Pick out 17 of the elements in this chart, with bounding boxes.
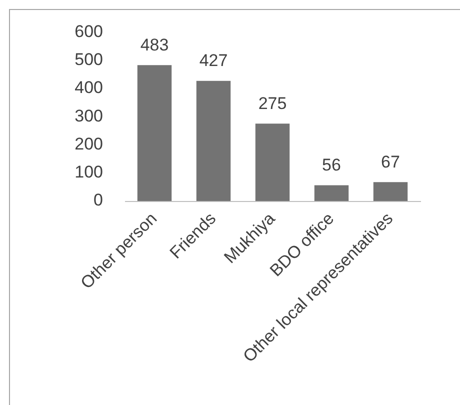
y-tick-label: 100 xyxy=(74,162,103,182)
bar xyxy=(255,124,290,201)
data-label: 483 xyxy=(140,35,169,54)
data-label: 56 xyxy=(322,155,341,174)
bar xyxy=(137,65,172,201)
y-tick-label: 600 xyxy=(74,22,103,41)
data-label: 275 xyxy=(258,94,287,113)
data-label: 427 xyxy=(199,51,228,70)
bar xyxy=(373,182,408,201)
bar xyxy=(314,185,349,201)
y-tick-label: 0 xyxy=(94,190,103,210)
y-tick-label: 200 xyxy=(74,134,103,154)
data-label: 67 xyxy=(381,152,400,172)
y-tick-label: 500 xyxy=(74,50,103,70)
y-tick-label: 400 xyxy=(74,78,103,98)
bar xyxy=(196,80,231,201)
y-tick-label: 300 xyxy=(74,106,103,126)
